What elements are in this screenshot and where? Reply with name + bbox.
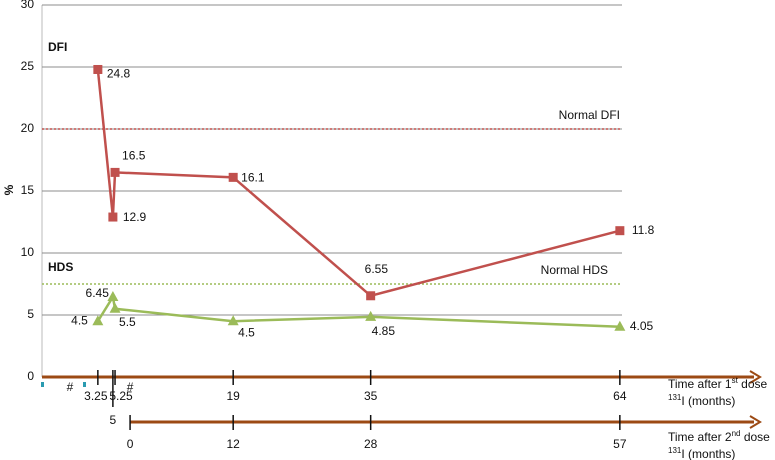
axis-label-part: dose — [740, 430, 770, 444]
data-label: 16.5 — [122, 149, 146, 163]
blue-mark — [83, 382, 86, 387]
x2-tick-label: 57 — [613, 437, 627, 451]
axis-label-part: nd — [732, 429, 741, 438]
series-name: HDS — [48, 260, 73, 274]
series-line — [96, 293, 620, 329]
axis-label-part: 131 — [668, 446, 682, 455]
point — [107, 291, 119, 302]
x-tick-label: 19 — [227, 389, 241, 403]
data-label: 4.05 — [630, 319, 654, 333]
blue-mark — [41, 382, 44, 387]
y-tick-label: 15 — [21, 183, 35, 197]
y-axis-label: % — [2, 184, 16, 195]
data-label: 6.45 — [86, 286, 110, 300]
y-tick-label: 30 — [21, 0, 35, 11]
data-label: 5.5 — [119, 315, 136, 329]
y-tick-label: 0 — [27, 369, 34, 383]
y-tick-label: 5 — [27, 307, 34, 321]
y-tick-label: 25 — [21, 59, 35, 73]
data-label: 24.8 — [107, 67, 131, 81]
point — [614, 320, 626, 331]
axis-label-part: I (months) — [681, 394, 735, 408]
point — [615, 226, 625, 236]
point — [109, 302, 121, 313]
x-tick-label: 3.25 — [84, 389, 108, 403]
axis-label-part: st — [732, 376, 739, 385]
data-label: 16.1 — [241, 171, 265, 185]
y-tick-label: 20 — [21, 121, 35, 135]
point — [93, 64, 103, 74]
x2-axis-head — [749, 415, 762, 429]
data-label: 4.5 — [71, 313, 88, 327]
data-label: 12.9 — [123, 210, 147, 224]
reference-label: Normal HDS — [541, 263, 608, 277]
series-line — [96, 69, 621, 298]
reference-label: Normal DFI — [559, 108, 620, 122]
x-axis-head — [749, 370, 762, 384]
axis-label: 131I (months) — [668, 393, 735, 408]
data-label: 4.5 — [238, 325, 255, 339]
dose-marker: # — [127, 380, 134, 394]
dose-marker: # — [67, 380, 74, 394]
axis-label-part: Time after 2 — [668, 430, 732, 444]
axis-label: 131I (months) — [668, 446, 735, 460]
x2-tick-label: 12 — [227, 437, 241, 451]
point — [228, 172, 238, 182]
point — [92, 315, 104, 326]
x2-tick-label: 0 — [127, 437, 134, 451]
point — [366, 291, 376, 301]
point — [110, 167, 120, 177]
y-tick-label: 10 — [21, 245, 35, 259]
data-label: 6.55 — [365, 262, 389, 276]
x-tick-label: 5 — [110, 413, 117, 427]
point — [227, 315, 239, 326]
axis-label: Time after 1st dose — [668, 376, 767, 391]
data-label: 4.85 — [372, 324, 396, 338]
point — [108, 212, 118, 222]
point — [365, 310, 377, 321]
axis-label-part: I (months) — [681, 447, 735, 460]
data-label: 11.8 — [632, 223, 655, 237]
x2-tick-label: 28 — [364, 437, 378, 451]
x-tick-label: 5.25 — [109, 389, 133, 403]
series-name: DFI — [48, 40, 67, 54]
axis-label: Time after 2nd dose — [668, 429, 770, 444]
axis-label-part: 131 — [668, 393, 682, 402]
x-tick-label: 64 — [613, 389, 627, 403]
axis-label-part: Time after 1 — [668, 377, 732, 391]
axis-label-part: dose — [738, 377, 768, 391]
x-tick-label: 35 — [364, 389, 378, 403]
